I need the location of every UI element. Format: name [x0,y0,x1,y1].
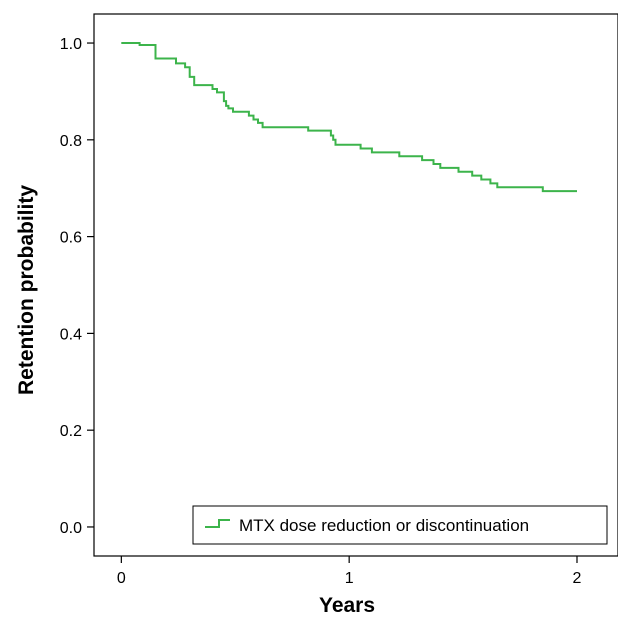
x-axis-title: Years [319,594,375,617]
x-tick-label: 2 [573,570,582,587]
x-axis: 0 1 2 [117,556,582,587]
x-tick-label: 0 [117,570,126,587]
series-line-0 [121,42,577,193]
y-tick-label: 0.0 [60,520,82,537]
y-axis-title: Retention probability [15,185,38,395]
y-tick-label: 0.2 [60,423,82,440]
series-group [121,42,577,193]
y-tick-label: 0.8 [60,133,82,150]
plot-frame [93,13,618,557]
y-tick-label: 1.0 [60,36,82,53]
legend-label: MTX dose reduction or discontinuation [239,516,529,535]
legend-box [192,505,608,545]
y-tick-label: 0.4 [60,326,82,343]
legend-swatch [205,519,230,528]
y-tick-label: 0.6 [60,230,82,247]
legend: MTX dose reduction or discontinuation [192,505,608,545]
x-tick-label: 1 [345,570,354,587]
y-axis: 0.0 0.2 0.4 0.6 0.8 1.0 [60,36,94,537]
